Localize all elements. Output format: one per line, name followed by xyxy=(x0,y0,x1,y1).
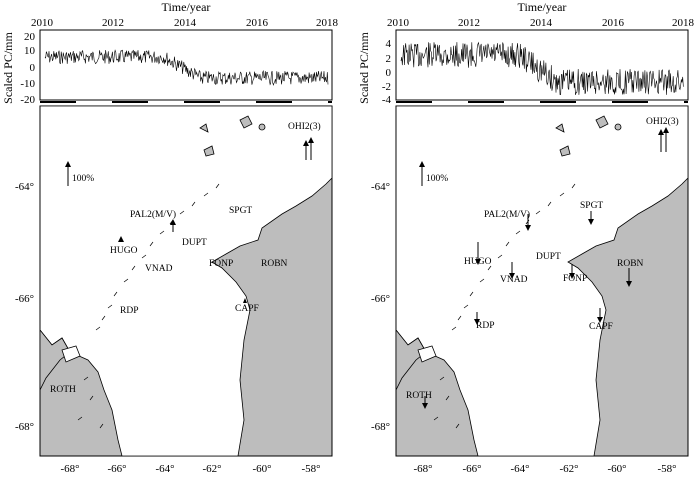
left-lon-tick-4: -60° xyxy=(252,463,271,475)
left-lon-tick-0: -68° xyxy=(60,463,79,475)
right-top-axis-title: Time/year xyxy=(518,0,567,14)
right-station-label-spgt: SPGT xyxy=(580,201,603,211)
right-lat-tick-0: -64° xyxy=(371,181,390,193)
left-lon-tick-3: -62° xyxy=(202,463,221,475)
right-series-line xyxy=(400,41,685,95)
left-station-label-vnad: VNAD xyxy=(145,264,173,274)
left-year-tick-0: 2010 xyxy=(31,17,54,29)
right-station-label-ohi2: OHI2(3) xyxy=(646,116,679,127)
left-station-label-roth: ROTH xyxy=(50,385,76,395)
right-ytick-0: 4 xyxy=(386,38,392,50)
left-panel: Time/year 2010 2012 2014 2016 2018 20 10… xyxy=(1,0,339,475)
right-lon-tick-4: -60° xyxy=(607,463,626,475)
left-lon-tick-5: -58° xyxy=(301,463,320,475)
right-year-tick-4: 2018 xyxy=(672,17,695,29)
left-lon-tick-1: -66° xyxy=(107,463,126,475)
left-lat-tick-1: -66° xyxy=(15,293,34,305)
left-island-2 xyxy=(239,115,253,129)
left-year-tick-4: 2018 xyxy=(316,17,339,29)
left-station-marker-capf xyxy=(243,298,247,303)
left-station-label-pal2: PAL2(M/V) xyxy=(130,209,176,220)
left-map: -64° -66° -68° -68° -66° -64° -62° -60° … xyxy=(15,105,333,475)
right-ytick-3: -2 xyxy=(382,81,391,93)
left-year-tick-3: 2016 xyxy=(246,17,269,29)
left-station-label-robn: ROBN xyxy=(261,259,288,269)
left-y-axis-title: Scaled PC/mm xyxy=(1,32,15,104)
left-island-4 xyxy=(203,145,215,157)
right-station-label-robn: ROBN xyxy=(617,259,644,269)
left-lat-tick-0: -64° xyxy=(15,181,34,193)
left-scale-label: 100% xyxy=(72,174,94,184)
left-station-label-fonp: FONP xyxy=(209,259,233,269)
right-station-label-vnad: VNAD xyxy=(500,275,528,285)
right-station-label-capf: CAPF xyxy=(589,322,613,332)
right-timeseries: Time/year 2010 2012 2014 2016 2018 4 2 0… xyxy=(357,0,695,106)
right-year-tick-3: 2016 xyxy=(602,17,625,29)
left-lon-tick-2: -64° xyxy=(155,463,174,475)
left-station-label-dupt: DUPT xyxy=(182,238,207,248)
left-station-label-capf: CAPF xyxy=(235,304,259,314)
left-archipelago xyxy=(77,183,220,429)
right-station-label-pal2: PAL2(M/V) xyxy=(484,209,530,220)
left-ytick-0: 20 xyxy=(24,31,36,43)
right-station-label-dupt: DUPT xyxy=(536,252,561,262)
right-year-tick-2: 2014 xyxy=(530,17,553,29)
right-ytick-4: -4 xyxy=(382,94,392,106)
right-year-tick-0: 2010 xyxy=(387,17,410,29)
right-station-label-roth: ROTH xyxy=(406,391,432,401)
right-map: -64° -66° -68° -68° -66° -64° -62° -60° … xyxy=(371,105,689,475)
right-scale-label: 100% xyxy=(426,174,448,184)
left-lat-tick-2: -68° xyxy=(15,421,34,433)
right-ytick-1: 2 xyxy=(386,53,392,65)
left-ytick-2: 0 xyxy=(30,62,36,74)
left-year-tick-1: 2012 xyxy=(102,17,124,29)
right-sea xyxy=(395,105,689,457)
left-timeseries: Time/year 2010 2012 2014 2016 2018 20 10… xyxy=(1,0,339,106)
left-station-label-rdp: RDP xyxy=(120,306,138,316)
left-station-marker-hugo xyxy=(118,236,124,242)
right-lat-tick-1: -66° xyxy=(371,293,390,305)
left-ytick-1: 10 xyxy=(24,45,36,57)
right-archipelago xyxy=(433,183,576,429)
left-island-1 xyxy=(61,345,81,363)
left-island-3 xyxy=(199,123,209,133)
left-sea xyxy=(39,105,333,457)
left-station-label-ohi2: OHI2(3) xyxy=(288,121,321,132)
left-ytick-4: -20 xyxy=(20,94,35,106)
right-year-tick-1: 2012 xyxy=(458,17,480,29)
right-station-label-fonp: FONP xyxy=(563,274,587,284)
right-lat-tick-2: -68° xyxy=(371,421,390,433)
left-series-line xyxy=(44,49,329,86)
left-station-label-spgt: SPGT xyxy=(229,206,252,216)
right-island-1 xyxy=(417,345,437,363)
left-top-axis-title: Time/year xyxy=(162,0,211,14)
left-station-label-hugo: HUGO xyxy=(110,246,138,256)
right-island-4 xyxy=(559,145,571,157)
right-lon-tick-5: -58° xyxy=(657,463,676,475)
right-lon-tick-0: -68° xyxy=(413,463,432,475)
right-panel: Time/year 2010 2012 2014 2016 2018 4 2 0… xyxy=(357,0,695,475)
left-ytick-3: -10 xyxy=(20,78,35,90)
right-island-3 xyxy=(555,123,565,133)
left-island-5 xyxy=(258,123,266,131)
right-ytick-2: 0 xyxy=(386,67,392,79)
left-year-tick-2: 2014 xyxy=(174,17,197,29)
right-lon-tick-1: -66° xyxy=(462,463,481,475)
right-lon-tick-2: -64° xyxy=(510,463,529,475)
right-island-2 xyxy=(595,115,609,129)
right-island-5 xyxy=(614,123,622,131)
right-y-axis-title: Scaled PC/mm xyxy=(357,32,371,104)
right-lon-tick-3: -62° xyxy=(559,463,578,475)
right-station-label-rdp: RDP xyxy=(476,321,494,331)
